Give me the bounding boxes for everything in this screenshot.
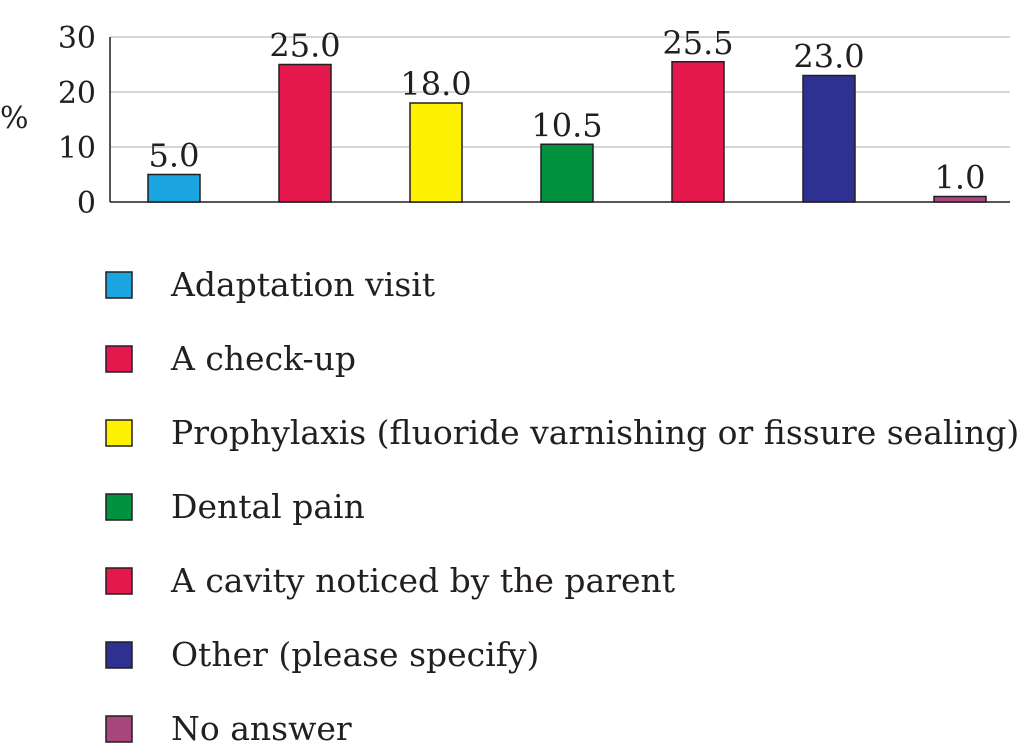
legend-swatch bbox=[105, 271, 133, 299]
data-label: 5.0 bbox=[149, 137, 200, 175]
legend-label: Adaptation visit bbox=[170, 265, 435, 304]
bar bbox=[802, 74, 856, 203]
data-label: 10.5 bbox=[531, 106, 602, 144]
y-tick-labels: 0 10 20 30 bbox=[58, 21, 96, 221]
legend-label: A cavity noticed by the parent bbox=[170, 561, 675, 600]
legend-swatch bbox=[105, 419, 133, 447]
data-label: 25.5 bbox=[662, 24, 733, 62]
legend-swatch bbox=[105, 567, 133, 595]
bar bbox=[278, 63, 332, 203]
y-tick-label: 30 bbox=[58, 21, 96, 56]
data-label: 1.0 bbox=[935, 159, 986, 197]
bar bbox=[147, 173, 201, 203]
bar bbox=[409, 102, 463, 203]
legend-swatch bbox=[105, 715, 133, 743]
y-tick-label: 10 bbox=[58, 131, 96, 166]
bars bbox=[147, 61, 987, 203]
data-label: 18.0 bbox=[400, 65, 471, 103]
y-tick-label: 0 bbox=[77, 186, 96, 221]
data-label: 23.0 bbox=[793, 38, 864, 76]
legend-label: Other (please specify) bbox=[171, 635, 539, 674]
y-tick-label: 20 bbox=[58, 76, 96, 111]
legend: Adaptation visit A check-up Prophylaxis (f… bbox=[105, 265, 1019, 744]
legend-label: A check-up bbox=[170, 339, 356, 378]
legend-label: Prophylaxis (fluoride varnishing or fiss… bbox=[171, 413, 1019, 452]
bar bbox=[933, 195, 987, 203]
bar bbox=[540, 143, 594, 203]
legend-swatch bbox=[105, 641, 133, 669]
data-label: 25.0 bbox=[269, 27, 340, 65]
legend-swatch bbox=[105, 345, 133, 373]
data-labels: 5.0 25.0 18.0 10.5 25.5 23.0 1.0 bbox=[149, 24, 986, 197]
bar bbox=[671, 61, 725, 203]
y-axis-label: % bbox=[0, 101, 29, 136]
legend-label: No answer bbox=[171, 709, 352, 744]
legend-swatch bbox=[105, 493, 133, 521]
legend-label: Dental pain bbox=[171, 487, 365, 526]
